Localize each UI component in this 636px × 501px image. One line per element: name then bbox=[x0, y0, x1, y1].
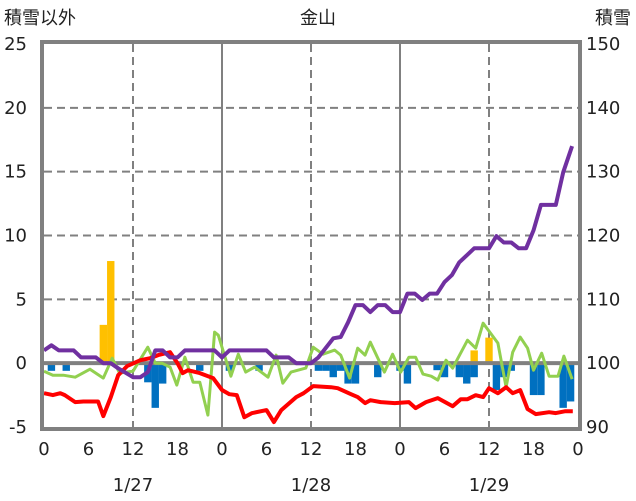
date-label: 1/27 bbox=[113, 475, 153, 496]
blue-bars-bar bbox=[403, 363, 412, 384]
yellow-bars-bar bbox=[485, 337, 493, 364]
left-tick-label: 25 bbox=[4, 34, 27, 55]
left-axis-title: 積雪以外 bbox=[4, 8, 76, 29]
left-tick-label: 20 bbox=[4, 98, 27, 119]
x-tick-label: 12 bbox=[300, 439, 323, 460]
right-tick-label: 130 bbox=[586, 162, 620, 183]
blue-bars-bar bbox=[455, 363, 464, 378]
yellow-bars-bar bbox=[99, 324, 108, 364]
blue-bars-bar bbox=[537, 363, 545, 396]
yellow-bars-bar bbox=[107, 261, 115, 364]
yellow-bars-bar bbox=[470, 350, 478, 364]
blue-bars-bar bbox=[314, 363, 323, 371]
blue-bars-bar bbox=[336, 363, 345, 371]
x-tick-label: 6 bbox=[261, 439, 272, 460]
blue-bars-bar bbox=[322, 363, 330, 371]
right-tick-label: 150 bbox=[586, 34, 620, 55]
blue-bars-bar bbox=[351, 363, 360, 384]
left-tick-label: -5 bbox=[9, 417, 27, 438]
blue-bars-bar bbox=[374, 363, 382, 378]
x-tick-label: 6 bbox=[439, 439, 450, 460]
blue-bars-bar bbox=[433, 363, 441, 371]
blue-bars-bar bbox=[470, 363, 478, 378]
red-series-line bbox=[43, 350, 573, 425]
right-tick-label: 140 bbox=[586, 98, 620, 119]
blue-bars-bar bbox=[62, 363, 70, 371]
blue-bars-bar bbox=[47, 363, 56, 371]
plot-frame bbox=[40, 40, 582, 431]
x-tick-label: 0 bbox=[572, 439, 583, 460]
blue-bars-bar bbox=[559, 363, 567, 408]
date-label: 1/28 bbox=[291, 475, 331, 496]
blue-bars-bar bbox=[440, 363, 449, 378]
x-tick-label: 12 bbox=[122, 439, 145, 460]
right-axis-title: 積雪 bbox=[595, 8, 631, 29]
x-tick-label: 12 bbox=[478, 439, 501, 460]
x-tick-label: 0 bbox=[394, 439, 405, 460]
plot-border bbox=[40, 40, 582, 431]
x-tick-label: 18 bbox=[522, 439, 545, 460]
blue-bars-bar bbox=[492, 363, 501, 390]
x-tick-label: 0 bbox=[216, 439, 227, 460]
chart-title: 金山 bbox=[300, 8, 336, 29]
left-tick-label: 0 bbox=[16, 353, 27, 374]
x-tick-label: 18 bbox=[344, 439, 367, 460]
left-tick-label: 15 bbox=[4, 162, 27, 183]
right-tick-label: 120 bbox=[586, 226, 620, 247]
blue-bars-bar bbox=[529, 363, 538, 396]
blue-bars-bar bbox=[329, 363, 337, 378]
x-tick-label: 0 bbox=[38, 439, 49, 460]
x-tick-label: 18 bbox=[166, 439, 189, 460]
right-tick-label: 100 bbox=[586, 353, 620, 374]
blue-bars-bar bbox=[566, 363, 575, 402]
blue-bars-bar bbox=[255, 363, 263, 371]
lines bbox=[42, 145, 574, 425]
right-tick-label: 110 bbox=[586, 289, 620, 310]
snow-depth-line bbox=[42, 145, 574, 380]
blue-bars-bar bbox=[463, 363, 471, 384]
left-tick-label: 5 bbox=[16, 289, 27, 310]
x-tick-label: 6 bbox=[83, 439, 94, 460]
blue-bars-bar bbox=[151, 363, 159, 408]
blue-bars-bar bbox=[158, 363, 167, 384]
left-tick-label: 10 bbox=[4, 226, 27, 247]
blue-bars-bar bbox=[196, 363, 204, 371]
date-label: 1/29 bbox=[469, 475, 509, 496]
right-tick-label: 90 bbox=[586, 417, 609, 438]
